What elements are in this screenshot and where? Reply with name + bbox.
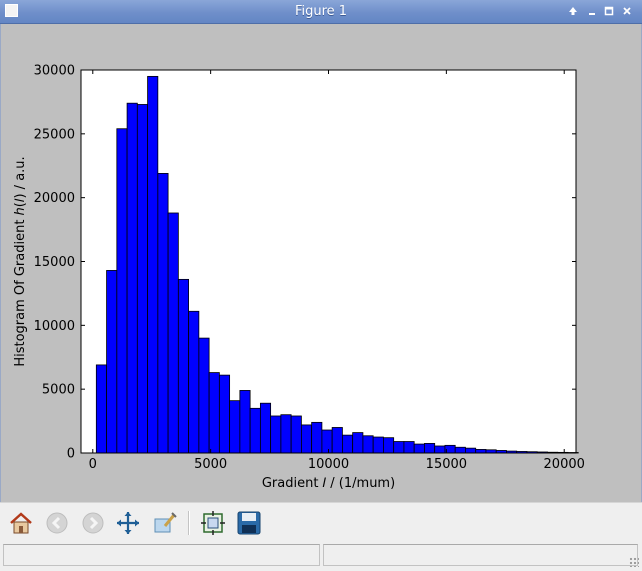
histogram-bar	[403, 441, 415, 454]
histogram-bar	[393, 441, 405, 454]
histogram-bar	[311, 421, 323, 454]
histogram-bar	[372, 436, 384, 454]
move-arrows-icon	[117, 512, 139, 534]
y-tick-label: 10000	[34, 319, 75, 334]
histogram-bar	[95, 364, 107, 454]
histogram-bar	[362, 435, 374, 454]
x-tick-label: 15000	[426, 457, 467, 472]
histogram-bar	[352, 432, 364, 454]
subplots-button[interactable]	[200, 510, 226, 536]
histogram-bar	[116, 128, 128, 454]
zoom-rect-icon	[154, 512, 177, 533]
y-tick-label: 20000	[34, 191, 75, 206]
histogram-bar	[270, 415, 282, 454]
back-button[interactable]	[44, 510, 70, 536]
histogram-bar	[321, 429, 333, 454]
floppy-disk-icon	[237, 511, 261, 535]
navigation-toolbar	[0, 502, 642, 543]
histogram-bar	[300, 424, 313, 454]
histogram-bar	[208, 372, 220, 454]
histogram-bar	[331, 427, 343, 454]
pan-button[interactable]	[115, 510, 141, 536]
status-coords-field	[323, 544, 638, 566]
y-tick-label: 30000	[34, 64, 75, 79]
status-bar	[0, 542, 642, 571]
histogram-bar	[147, 75, 159, 454]
x-tick-label: 5000	[194, 457, 227, 472]
home-button[interactable]	[8, 510, 34, 536]
histogram-bar	[167, 212, 179, 454]
axes-frame	[80, 69, 577, 454]
histogram-bar	[157, 173, 169, 454]
x-tick-label: 20000	[544, 457, 585, 472]
forward-arrow-icon	[82, 512, 104, 534]
minimize-icon[interactable]	[586, 5, 598, 17]
y-tick-label: 25000	[34, 127, 75, 142]
histogram-bar	[249, 407, 261, 454]
restore-up-icon[interactable]	[567, 5, 579, 17]
forward-button[interactable]	[80, 510, 106, 536]
histogram-chart: 0 5000 10000 15000 20000 0 5000 10000 15000 20000…	[13, 64, 585, 492]
x-tick-label: 0	[89, 457, 97, 472]
histogram-bar	[290, 415, 302, 454]
histogram-bar	[218, 374, 231, 454]
resize-grip[interactable]	[629, 557, 639, 567]
zoom-button[interactable]	[152, 510, 178, 536]
histogram-bar	[454, 446, 466, 454]
histogram-bar	[136, 104, 148, 454]
histogram-bar	[239, 390, 251, 454]
save-button[interactable]	[236, 510, 262, 536]
status-message-field	[3, 544, 320, 566]
maximize-icon[interactable]	[603, 5, 615, 17]
histogram-bar	[434, 445, 446, 454]
back-arrow-icon	[46, 512, 68, 534]
window-title: Figure 1	[294, 4, 348, 19]
y-tick-label: 15000	[34, 255, 75, 270]
y-axis-label: Histogram Of Gradient ℎ(𝐼) / a.u.	[13, 156, 28, 366]
toolbar-separator	[188, 511, 190, 535]
close-icon[interactable]	[621, 5, 633, 17]
histogram-bar	[280, 414, 292, 454]
histogram-bar	[198, 337, 210, 454]
x-axis-label: Gradient 𝐼 / (1/mum)	[262, 476, 395, 491]
histogram-bar	[475, 449, 487, 454]
window-titlebar[interactable]: Figure 1	[0, 0, 642, 24]
x-tick-label: 10000	[308, 457, 349, 472]
app-icon[interactable]	[5, 4, 18, 17]
histogram-bar	[424, 443, 436, 454]
home-icon	[10, 512, 32, 534]
histogram-bar	[465, 447, 477, 454]
histogram-bar	[126, 102, 138, 454]
histogram-bar	[383, 437, 395, 454]
histogram-bar	[177, 278, 190, 454]
y-tick-label: 5000	[42, 383, 75, 398]
histogram-bar	[229, 400, 241, 454]
histogram-bar	[259, 402, 272, 454]
histogram-bar	[413, 443, 425, 454]
subplots-config-icon	[201, 511, 225, 535]
histogram-bar	[342, 434, 354, 454]
histogram-bar	[188, 310, 200, 454]
y-tick-label: 0	[67, 447, 75, 462]
histogram-bar	[106, 270, 118, 454]
